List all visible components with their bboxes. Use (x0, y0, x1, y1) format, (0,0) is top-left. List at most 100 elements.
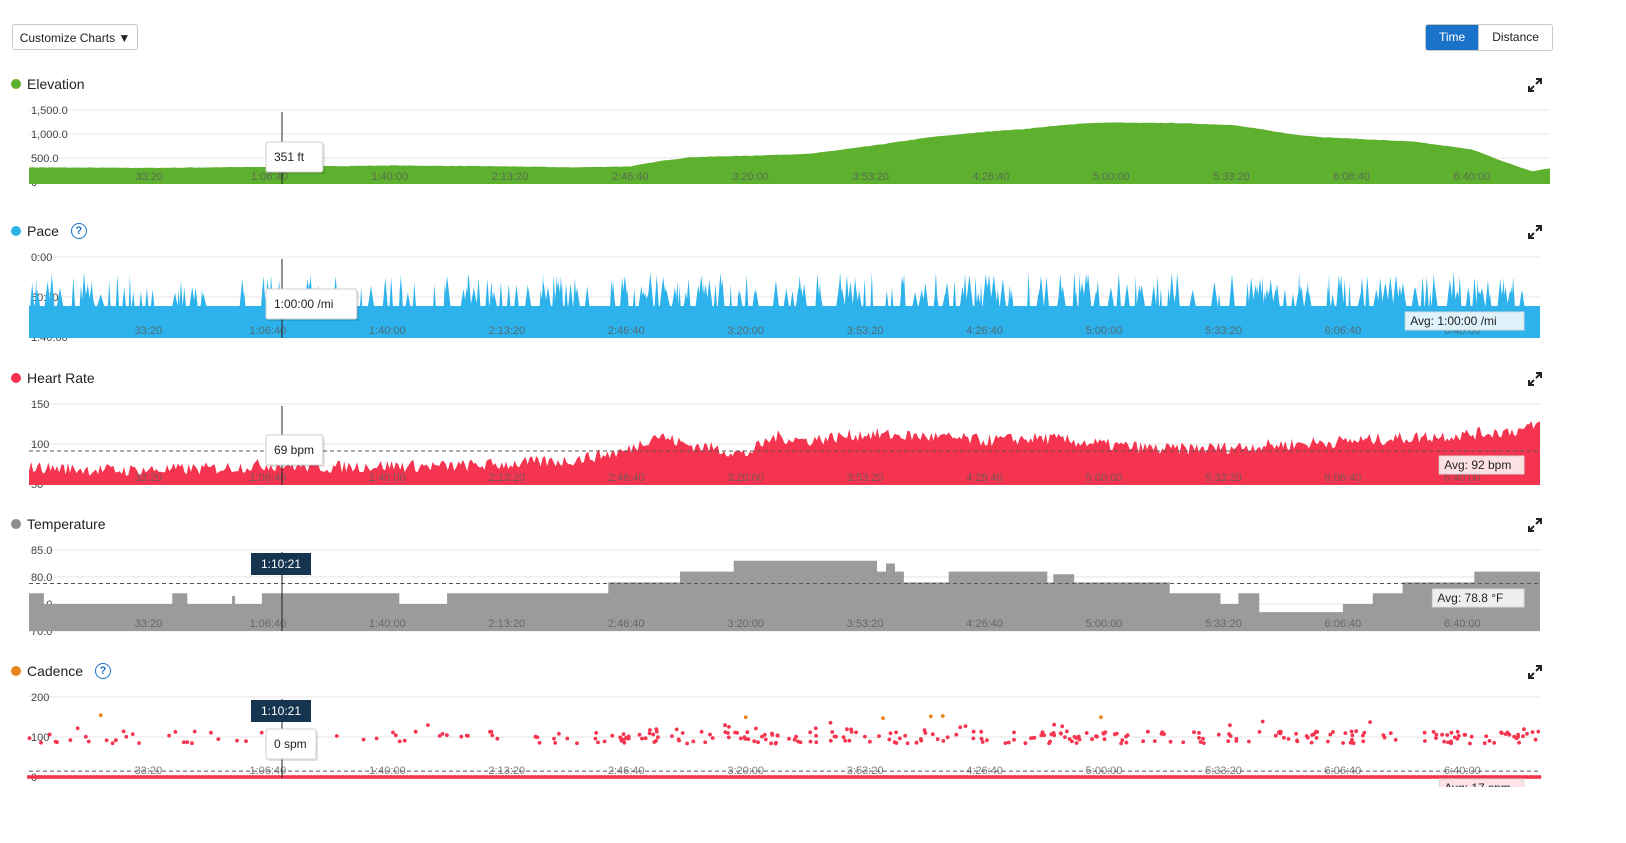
heart_rate-x-tick-label: 33:20 (135, 472, 163, 484)
cadence-point (1364, 775, 1369, 779)
cadence-point (1476, 775, 1481, 779)
time-toggle-button[interactable]: Time (1426, 25, 1479, 50)
cadence-point (710, 736, 715, 740)
cadence-point (542, 775, 547, 779)
cadence-point (680, 731, 685, 735)
cadence-point (27, 736, 32, 741)
cadence-point (283, 775, 287, 779)
cadence-point (1492, 775, 1497, 779)
cadence-point (1217, 775, 1222, 779)
cadence-point (567, 775, 572, 779)
cadence-point (1216, 732, 1221, 737)
cadence-point (980, 740, 985, 744)
cadence-point (1057, 775, 1062, 779)
cadence-point (1124, 740, 1129, 745)
cadence-point (1012, 737, 1016, 742)
cadence-point (459, 775, 463, 779)
cadence-point (830, 775, 835, 779)
heart_rate-y-tick-label: 100 (31, 439, 49, 451)
cadence-point (843, 775, 847, 779)
elevation-expand-icon[interactable] (1528, 78, 1542, 92)
cadence-point (753, 775, 758, 779)
cadence-point (1009, 775, 1014, 779)
cadence-point (142, 775, 147, 779)
cadence-point (847, 738, 852, 743)
heart-rate-expand-icon[interactable] (1528, 372, 1542, 386)
cadence-point (1396, 775, 1401, 779)
cadence-point (660, 775, 665, 779)
cadence-point (1456, 733, 1461, 738)
cadence-help-icon[interactable]: ? (95, 663, 112, 679)
cadence-point (91, 775, 95, 779)
cadence-cursor-tooltip: 0 spm (265, 728, 318, 761)
pace-x-tick-label: 5:00:00 (1086, 325, 1123, 337)
cadence-point (726, 735, 731, 740)
cadence-point (926, 775, 931, 779)
cadence-point (685, 741, 689, 746)
elevation-cursor-tooltip: 351 ft (265, 141, 325, 174)
cadence-point (1076, 775, 1081, 779)
cadence-point (1197, 736, 1201, 740)
cadence-point (1228, 723, 1232, 728)
cadence-point (495, 736, 500, 741)
pace-expand-icon[interactable] (1528, 225, 1542, 239)
cadence-point (104, 738, 109, 743)
cadence-point (1341, 741, 1345, 745)
cadence-point (711, 775, 716, 779)
cadence-expand-icon[interactable] (1528, 665, 1542, 679)
cadence-point (110, 741, 115, 746)
cadence-point (510, 775, 515, 779)
cadence-point (1246, 775, 1251, 779)
cadence-point (854, 730, 858, 735)
cadence-point (868, 775, 873, 779)
pace-help-icon[interactable]: ? (70, 223, 87, 239)
temperature-expand-icon[interactable] (1528, 518, 1542, 532)
cadence-point (1134, 775, 1139, 779)
cadence-point (1192, 730, 1196, 735)
cadence-point (654, 738, 658, 743)
cadence-point (999, 775, 1004, 779)
cadence-point (334, 775, 339, 779)
cadence-point (1201, 736, 1205, 741)
cadence-point (699, 775, 703, 779)
cadence-point (942, 775, 947, 779)
cadence-point (1236, 775, 1241, 779)
temperature-x-tick-label: 3:20:00 (727, 618, 764, 630)
cadence-point (990, 775, 995, 779)
cadence-point (1040, 730, 1045, 734)
cadence-point (877, 734, 881, 738)
distance-toggle-button[interactable]: Distance (1478, 25, 1552, 50)
cadence-point (363, 775, 367, 779)
cadence-point (1449, 739, 1453, 744)
cadence-point (1388, 731, 1393, 735)
cadence-point (759, 775, 764, 779)
cadence-point (574, 775, 579, 779)
cadence-point (928, 714, 933, 719)
cadence-point (1297, 775, 1302, 779)
pace-title-text: Pace (27, 223, 59, 239)
cadence-cursor-time-label-box (251, 700, 311, 722)
cadence-point (558, 775, 563, 779)
cadence-point (548, 775, 553, 779)
time-distance-toggle[interactable]: Time Distance (1425, 24, 1553, 51)
cadence-point (897, 775, 902, 779)
cadence-point (1260, 719, 1265, 724)
cadence-point (1195, 775, 1199, 779)
cadence-point (756, 775, 761, 779)
cadence-point (577, 775, 582, 779)
cadence-point (1047, 775, 1052, 779)
cadence-point (1323, 775, 1327, 779)
cadence-point (1499, 775, 1503, 779)
temperature-x-tick-label: 5:00:00 (1086, 618, 1123, 630)
customize-charts-button[interactable]: Customize Charts ▼ (12, 24, 138, 50)
cadence-point (651, 732, 656, 737)
temperature-avg-badge-box (1431, 588, 1525, 608)
cadence-point (703, 740, 708, 745)
cadence-point (206, 775, 211, 779)
cadence-point (1303, 775, 1308, 779)
cadence-point (865, 775, 870, 779)
cadence-point (196, 775, 201, 779)
cadence-point (1067, 775, 1071, 779)
cadence-point (244, 775, 249, 779)
cadence-point (1500, 731, 1504, 736)
